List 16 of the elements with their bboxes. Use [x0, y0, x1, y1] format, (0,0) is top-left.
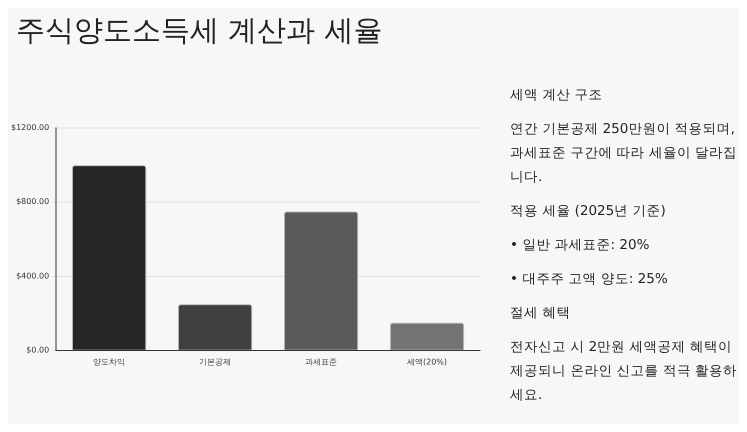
y-tick-label: $0.00	[26, 345, 50, 354]
x-tick-label: 과세표준	[305, 357, 338, 366]
y-tick-label: $1200.00	[11, 123, 50, 132]
y-tick-label: $400.00	[16, 271, 50, 280]
x-tick-label: 양도차익	[93, 357, 126, 366]
text: • 대주주 고액 양도: 25%	[510, 270, 669, 289]
x-tick-label: 기본공제	[199, 357, 232, 366]
text: 세액 계산 구조	[510, 86, 604, 105]
text: 연간 기본공제 250만원이 적용되며, 과세표준 구간에 따라 세율이 달라집니다.	[510, 120, 738, 187]
text: 적용 세율 (2025년 기준)	[510, 202, 667, 221]
chart-title: 주식양도소득세 계산과 세율	[15, 12, 384, 49]
y-tick-label: $800.00	[16, 197, 50, 206]
text: 전자신고 시 2만원 세액공제 혜택이 제공되니 온라인 신고를 적극 활용하세요.	[510, 338, 738, 405]
text: • 일반 과세표준: 20%	[510, 236, 650, 255]
text: 절세 혜택	[510, 304, 572, 323]
x-tick-label: 세액(20%)	[407, 357, 448, 366]
